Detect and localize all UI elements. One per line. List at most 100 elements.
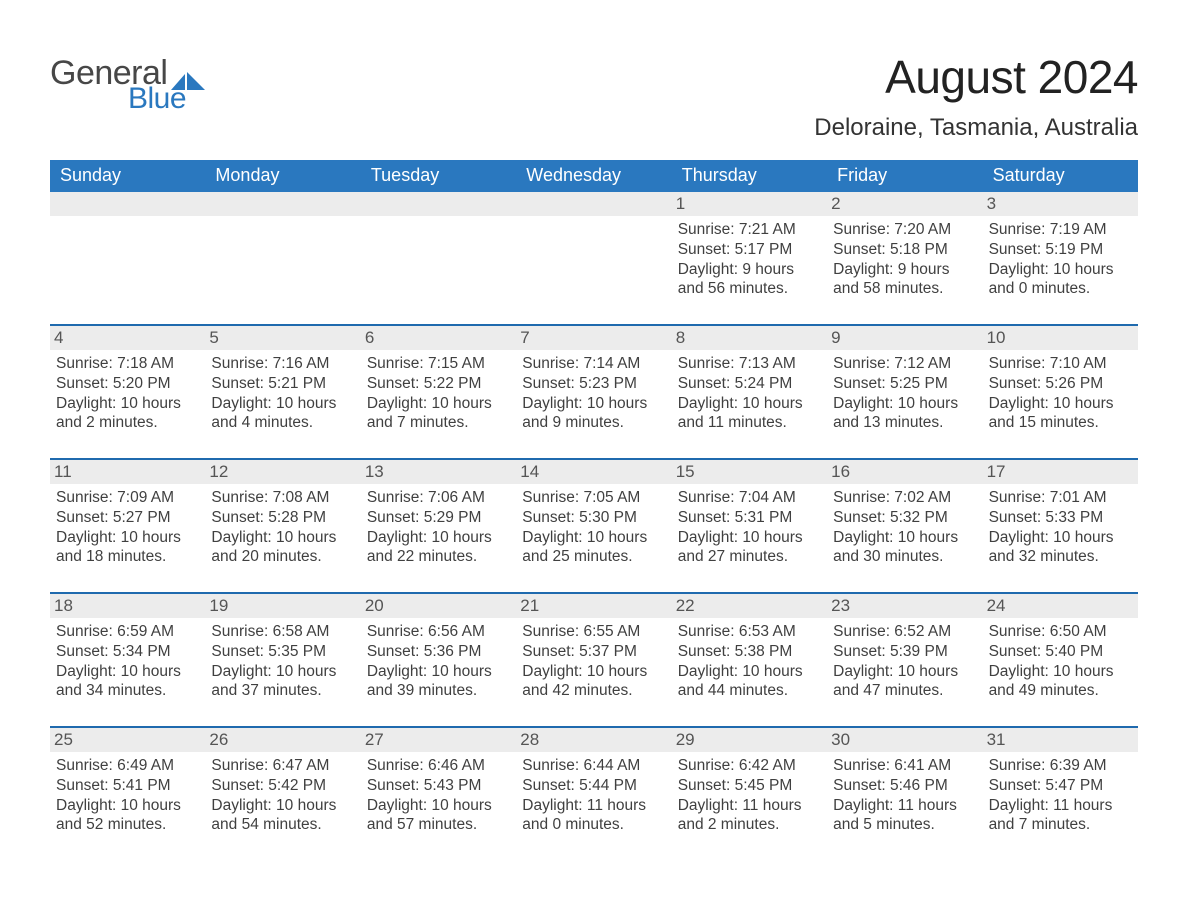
day-body: Sunrise: 7:05 AMSunset: 5:30 PMDaylight:… — [522, 488, 665, 567]
sunrise-text: Sunrise: 6:55 AM — [522, 622, 665, 642]
day-body: Sunrise: 7:19 AMSunset: 5:19 PMDaylight:… — [989, 220, 1132, 299]
sunrise-text: Sunrise: 7:14 AM — [522, 354, 665, 374]
dow-cell: Monday — [205, 160, 360, 192]
sunset-text: Sunset: 5:46 PM — [833, 776, 976, 796]
day-cell: 19 Sunrise: 6:58 AMSunset: 5:35 PMDayligh… — [205, 594, 360, 712]
day-cell: 12Sunrise: 7:08 AMSunset: 5:28 PMDayligh… — [205, 460, 360, 578]
sunset-text: Sunset: 5:23 PM — [522, 374, 665, 394]
day-body: Sunrise: 6:55 AMSunset: 5:37 PMDaylight:… — [522, 622, 665, 701]
day-body: Sunrise: 7:13 AMSunset: 5:24 PMDaylight:… — [678, 354, 821, 433]
day-number: 10 — [983, 326, 1138, 350]
daylight-text: Daylight: 10 hours and 4 minutes. — [211, 394, 354, 434]
sunset-text: Sunset: 5:35 PM — [211, 642, 354, 662]
day-number: 1 — [672, 192, 827, 216]
sunset-text: Sunset: 5:31 PM — [678, 508, 821, 528]
sunrise-text: Sunrise: 7:01 AM — [989, 488, 1132, 508]
day-body: Sunrise: 6:44 AMSunset: 5:44 PMDaylight:… — [522, 756, 665, 835]
day-cell: 15Sunrise: 7:04 AMSunset: 5:31 PMDayligh… — [672, 460, 827, 578]
day-body: Sunrise: 6:41 AMSunset: 5:46 PMDaylight:… — [833, 756, 976, 835]
sunrise-text: Sunrise: 6:53 AM — [678, 622, 821, 642]
day-cell — [361, 192, 516, 310]
day-number: 29 — [672, 728, 827, 752]
sunset-text: Sunset: 5:26 PM — [989, 374, 1132, 394]
day-body: Sunrise: 6:53 AMSunset: 5:38 PMDaylight:… — [678, 622, 821, 701]
week-row: 1 Sunrise: 7:21 AMSunset: 5:17 PMDaylight… — [50, 192, 1138, 310]
sunset-text: Sunset: 5:43 PM — [367, 776, 510, 796]
day-cell: 25Sunrise: 6:49 AMSunset: 5:41 PMDayligh… — [50, 728, 205, 846]
sunset-text: Sunset: 5:30 PM — [522, 508, 665, 528]
day-body: Sunrise: 7:18 AMSunset: 5:20 PMDaylight:… — [56, 354, 199, 433]
sunrise-text: Sunrise: 7:13 AM — [678, 354, 821, 374]
day-body: Sunrise: 6:39 AMSunset: 5:47 PMDaylight:… — [989, 756, 1132, 835]
day-cell: 7Sunrise: 7:14 AMSunset: 5:23 PMDaylight… — [516, 326, 671, 444]
day-number: 2 — [827, 192, 982, 216]
day-body: Sunrise: 7:12 AMSunset: 5:25 PMDaylight:… — [833, 354, 976, 433]
daylight-text: Daylight: 11 hours and 7 minutes. — [989, 796, 1132, 836]
daylight-text: Daylight: 10 hours and 37 minutes. — [211, 662, 354, 702]
daylight-text: Daylight: 9 hours and 56 minutes. — [678, 260, 821, 300]
daylight-text: Daylight: 11 hours and 5 minutes. — [833, 796, 976, 836]
daylight-text: Daylight: 10 hours and 13 minutes. — [833, 394, 976, 434]
day-number: 16 — [827, 460, 982, 484]
sunrise-text: Sunrise: 7:09 AM — [56, 488, 199, 508]
daylight-text: Daylight: 11 hours and 0 minutes. — [522, 796, 665, 836]
day-number: 9 — [827, 326, 982, 350]
day-number — [50, 192, 205, 216]
sunset-text: Sunset: 5:29 PM — [367, 508, 510, 528]
dow-cell: Thursday — [672, 160, 827, 192]
sunrise-text: Sunrise: 6:52 AM — [833, 622, 976, 642]
day-body: Sunrise: 7:06 AMSunset: 5:29 PMDaylight:… — [367, 488, 510, 567]
dow-cell: Tuesday — [361, 160, 516, 192]
week-row: 11Sunrise: 7:09 AMSunset: 5:27 PMDayligh… — [50, 458, 1138, 578]
sunset-text: Sunset: 5:18 PM — [833, 240, 976, 260]
dow-cell: Saturday — [983, 160, 1138, 192]
daylight-text: Daylight: 10 hours and 7 minutes. — [367, 394, 510, 434]
day-number: 19 — [205, 594, 360, 618]
dow-cell: Friday — [827, 160, 982, 192]
sunset-text: Sunset: 5:17 PM — [678, 240, 821, 260]
day-number: 7 — [516, 326, 671, 350]
day-cell: 11Sunrise: 7:09 AMSunset: 5:27 PMDayligh… — [50, 460, 205, 578]
sunset-text: Sunset: 5:41 PM — [56, 776, 199, 796]
sunrise-text: Sunrise: 7:10 AM — [989, 354, 1132, 374]
day-number: 11 — [50, 460, 205, 484]
sunrise-text: Sunrise: 6:46 AM — [367, 756, 510, 776]
sunset-text: Sunset: 5:32 PM — [833, 508, 976, 528]
day-body: Sunrise: 7:01 AMSunset: 5:33 PMDaylight:… — [989, 488, 1132, 567]
daylight-text: Daylight: 10 hours and 32 minutes. — [989, 528, 1132, 568]
daylight-text: Daylight: 10 hours and 52 minutes. — [56, 796, 199, 836]
sunrise-text: Sunrise: 7:02 AM — [833, 488, 976, 508]
daylight-text: Daylight: 10 hours and 18 minutes. — [56, 528, 199, 568]
day-number — [205, 192, 360, 216]
day-number: 3 — [983, 192, 1138, 216]
day-number: 26 — [205, 728, 360, 752]
sunrise-text: Sunrise: 6:49 AM — [56, 756, 199, 776]
daylight-text: Daylight: 10 hours and 44 minutes. — [678, 662, 821, 702]
sunset-text: Sunset: 5:20 PM — [56, 374, 199, 394]
day-cell: 30Sunrise: 6:41 AMSunset: 5:46 PMDayligh… — [827, 728, 982, 846]
day-cell: 17 Sunrise: 7:01 AMSunset: 5:33 PMDayligh… — [983, 460, 1138, 578]
sunrise-text: Sunrise: 6:42 AM — [678, 756, 821, 776]
sunset-text: Sunset: 5:24 PM — [678, 374, 821, 394]
day-body: Sunrise: 6:50 AMSunset: 5:40 PMDaylight:… — [989, 622, 1132, 701]
daylight-text: Daylight: 10 hours and 30 minutes. — [833, 528, 976, 568]
sunrise-text: Sunrise: 7:18 AM — [56, 354, 199, 374]
day-number: 21 — [516, 594, 671, 618]
day-cell: 23Sunrise: 6:52 AMSunset: 5:39 PMDayligh… — [827, 594, 982, 712]
sunset-text: Sunset: 5:28 PM — [211, 508, 354, 528]
day-number — [361, 192, 516, 216]
sunrise-text: Sunrise: 6:44 AM — [522, 756, 665, 776]
sunrise-text: Sunrise: 7:21 AM — [678, 220, 821, 240]
day-number: 13 — [361, 460, 516, 484]
day-cell: 2Sunrise: 7:20 AMSunset: 5:18 PMDaylight… — [827, 192, 982, 310]
day-number: 17 — [983, 460, 1138, 484]
daylight-text: Daylight: 10 hours and 22 minutes. — [367, 528, 510, 568]
day-body: Sunrise: 6:47 AMSunset: 5:42 PMDaylight:… — [211, 756, 354, 835]
day-number: 31 — [983, 728, 1138, 752]
sunset-text: Sunset: 5:39 PM — [833, 642, 976, 662]
sunset-text: Sunset: 5:42 PM — [211, 776, 354, 796]
day-number: 24 — [983, 594, 1138, 618]
sunrise-text: Sunrise: 6:58 AM — [211, 622, 354, 642]
day-cell: 31 Sunrise: 6:39 AMSunset: 5:47 PMDayligh… — [983, 728, 1138, 846]
daylight-text: Daylight: 11 hours and 2 minutes. — [678, 796, 821, 836]
